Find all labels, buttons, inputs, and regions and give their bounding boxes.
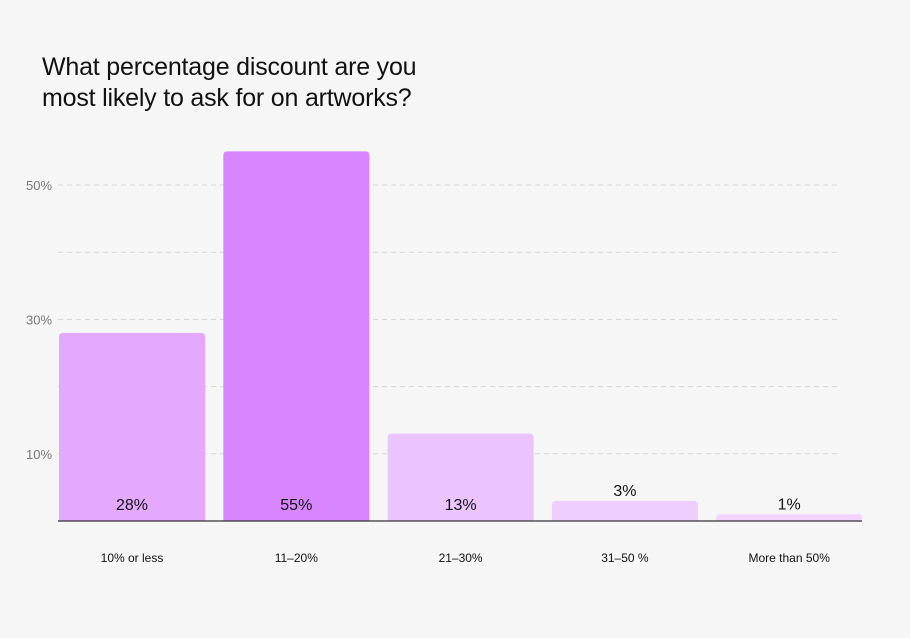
y-tick-label: 30%: [26, 312, 52, 327]
data-label: 1%: [778, 496, 801, 513]
y-axis-ticks: 10% 30% 50%: [26, 178, 52, 462]
bar-4: [551, 500, 698, 521]
bars: [59, 151, 863, 521]
category-label: 10% or less: [101, 551, 164, 565]
data-label: 55%: [280, 497, 312, 514]
category-label: 31–50 %: [601, 551, 649, 565]
bar-2: [223, 151, 370, 521]
bar-5: [716, 514, 863, 521]
bar-1: [59, 332, 205, 521]
x-axis-categories: 10% or less 11–20% 21–30% 31–50 % More than …: [101, 551, 831, 565]
data-label: 13%: [445, 497, 477, 514]
y-tick-label: 50%: [26, 178, 52, 193]
category-label: 11–20%: [275, 551, 318, 565]
category-label: More than 50%: [749, 551, 831, 565]
y-tick-label: 10%: [26, 447, 52, 462]
chart-title: What percentage discount are you most li…: [42, 52, 502, 114]
data-labels: 28% 55% 13% 3% 1%: [116, 483, 801, 514]
chart-title-line-1: What percentage discount are you: [42, 53, 417, 81]
category-label: 21–30%: [439, 551, 483, 565]
bar-3: [387, 433, 534, 521]
data-label: 3%: [613, 483, 636, 500]
chart-title-line-2: most likely to ask for on artworks?: [42, 84, 412, 112]
data-label: 28%: [116, 497, 148, 514]
